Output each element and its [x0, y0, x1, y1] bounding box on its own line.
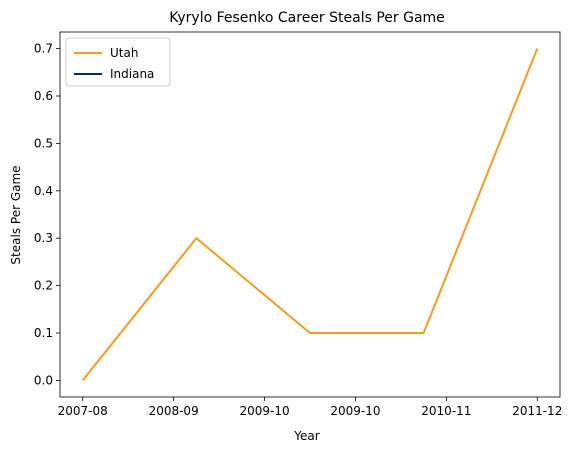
x-axis-label: Year: [293, 429, 319, 443]
x-tick-label: 2010-11: [421, 404, 471, 418]
y-tick-label: 0.6: [34, 89, 53, 103]
x-tick-label: 2007-08: [58, 404, 108, 418]
x-tick-label: 2009-10: [239, 404, 289, 418]
plot-area: [59, 31, 561, 398]
y-tick-label: 0.0: [34, 373, 53, 387]
x-tick-label: 2008-09: [149, 404, 199, 418]
series-line-utah: [81, 48, 539, 382]
chart-title: Kyrylo Fesenko Career Steals Per Game: [169, 10, 445, 26]
y-axis-ticks: 0.0 0.1 0.2 0.3 0.4 0.5 0.6 0.7: [34, 42, 60, 387]
y-axis-label: Steals Per Game: [9, 165, 23, 264]
y-tick-label: 0.2: [34, 279, 53, 293]
y-tick-label: 0.5: [34, 136, 53, 150]
legend-label-indiana: Indiana: [110, 67, 154, 81]
y-tick-label: 0.4: [34, 184, 53, 198]
legend: Utah Indiana: [65, 37, 171, 87]
y-tick-label: 0.7: [34, 42, 53, 56]
legend-label-utah: Utah: [110, 46, 138, 60]
y-tick-label: 0.1: [34, 326, 53, 340]
y-tick-label: 0.3: [34, 231, 53, 245]
x-tick-label: 2009-10: [330, 404, 380, 418]
axes-frame: [59, 31, 561, 398]
x-axis-ticks: 2007-08 2008-09 2009-10 2009-10 2010-11 2011-…: [58, 397, 562, 418]
x-tick-label: 2011-12: [512, 404, 562, 418]
